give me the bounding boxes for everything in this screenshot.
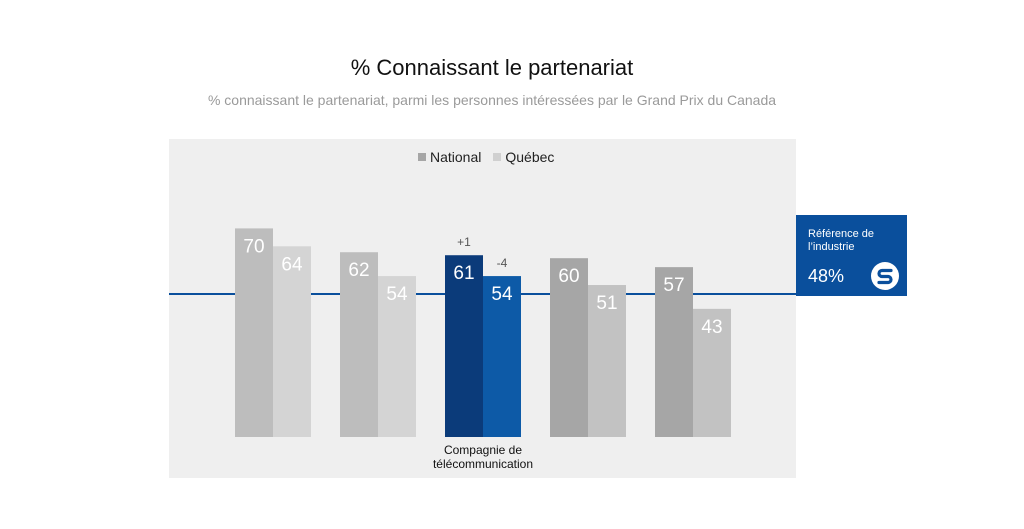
bar-national-0 xyxy=(235,228,273,437)
legend-item-quebec: Québec xyxy=(493,149,554,165)
legend-swatch-quebec xyxy=(493,153,502,161)
data-label-quebec-0: 64 xyxy=(281,254,303,275)
bar-quebec-0 xyxy=(273,246,311,437)
chart-title: % Connaissant le partenariat xyxy=(350,55,634,80)
legend-item-national: National xyxy=(418,149,481,165)
bar-quebec-1 xyxy=(378,276,416,437)
bar-quebec-2 xyxy=(483,276,521,437)
annotation-0: +1 xyxy=(457,235,471,249)
data-label-quebec-2: 54 xyxy=(491,284,513,305)
legend-swatch-national xyxy=(418,153,426,161)
category-label-telecom: Compagnie de télécommunication xyxy=(406,443,560,471)
s-circle-logo-icon xyxy=(871,262,899,290)
bar-national-2 xyxy=(445,255,483,437)
annotation-1: -4 xyxy=(497,256,508,270)
data-label-national-2: 61 xyxy=(453,263,474,284)
data-label-national-0: 70 xyxy=(243,236,264,257)
bar-national-3 xyxy=(550,258,588,437)
category-label-line-1: Compagnie de xyxy=(443,443,523,457)
bar-quebec-3 xyxy=(588,285,626,437)
data-label-national-3: 60 xyxy=(558,266,579,287)
data-label-national-1: 62 xyxy=(348,260,369,281)
reference-label: Référence de l’industrie xyxy=(808,228,875,253)
bar-national-1 xyxy=(340,252,378,437)
industry-reference-box: Référence de l’industrie 48% xyxy=(796,215,907,296)
data-label-quebec-4: 43 xyxy=(701,317,722,338)
legend-label-quebec: Québec xyxy=(505,149,555,165)
bar-quebec-4 xyxy=(693,308,731,437)
bar-national-4 xyxy=(655,267,693,437)
reference-value: 48% xyxy=(808,266,845,286)
data-label-quebec-1: 54 xyxy=(386,284,408,305)
data-label-national-4: 57 xyxy=(663,275,684,296)
legend-label-national: National xyxy=(430,149,482,165)
data-label-quebec-3: 51 xyxy=(596,293,617,314)
chart-subtitle: % connaissant le partenariat, parmi les … xyxy=(207,92,777,108)
legend: National Québec xyxy=(418,149,554,165)
category-label-line-2: télécommunication xyxy=(432,457,534,471)
